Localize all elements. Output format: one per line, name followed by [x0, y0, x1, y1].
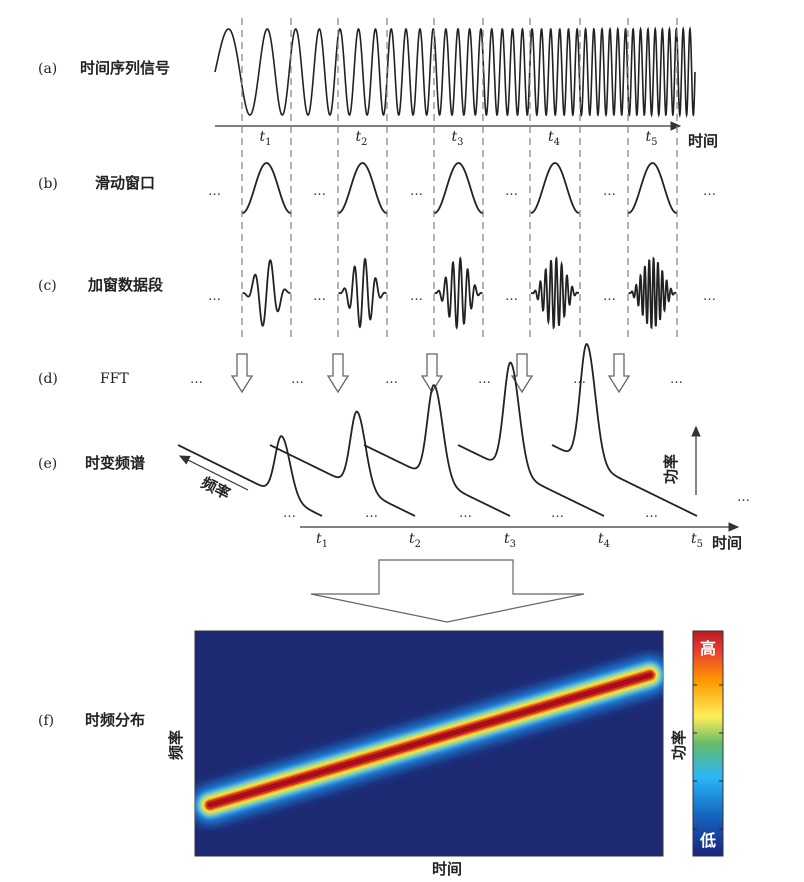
row-f-tag: (f)	[38, 713, 54, 729]
ellipsis-2: …	[313, 184, 326, 199]
frequency-axis-e-label: 频率	[198, 474, 233, 504]
time-mark-e-5: t5	[691, 531, 703, 550]
row-a-tag: (a)	[38, 61, 57, 77]
time-axis-a-label: 时间	[688, 132, 718, 150]
row-a-label: 时间序列信号	[80, 59, 170, 77]
fft-arrow-5	[607, 353, 631, 394]
ellipsis-22: …	[551, 506, 564, 521]
ellipsis-21: …	[459, 506, 472, 521]
time-mark-e-4: t4	[598, 531, 610, 550]
transform-arrow	[310, 559, 585, 623]
window-boundaries	[241, 18, 678, 342]
time-mark-a-5: t5	[646, 129, 658, 148]
segment-5	[628, 256, 677, 330]
time-mark-a-3: t3	[452, 129, 464, 148]
segment-2	[338, 257, 387, 329]
ellipsis-15: …	[385, 372, 398, 387]
window-5	[628, 162, 677, 214]
spectrum-2	[269, 410, 416, 517]
row-d-tag: (d)	[38, 371, 58, 387]
ellipsis-4: …	[505, 184, 518, 199]
time-mark-e-2: t2	[409, 531, 421, 550]
time-varying-spectra	[177, 342, 698, 517]
ellipsis-11: …	[603, 289, 616, 304]
power-axis-label: 功率	[662, 454, 680, 484]
row-c-tag: (c)	[38, 278, 57, 294]
spectrum-5	[551, 342, 698, 517]
time-frequency-map	[194, 630, 664, 857]
ellipsis-3: …	[410, 184, 423, 199]
window-1	[242, 162, 291, 214]
row-f-label: 时频分布	[85, 711, 145, 729]
ellipsis-8: …	[313, 289, 326, 304]
row-e-tag: (e)	[38, 456, 57, 472]
row-c-label: 加窗数据段	[87, 276, 163, 294]
frequency-axis-e	[178, 455, 249, 491]
row-e-label: 时变频谱	[85, 454, 145, 472]
fft-arrow-2	[326, 353, 350, 394]
ellipsis-19: …	[283, 506, 296, 521]
fft-arrows	[230, 353, 631, 394]
ellipsis-7: …	[208, 289, 221, 304]
time-mark-a-2: t2	[356, 129, 368, 148]
ellipsis-12: …	[703, 289, 716, 304]
colorbar-low-label: 低	[699, 831, 716, 850]
ellipsis-23: …	[645, 506, 658, 521]
segment-1	[242, 259, 291, 327]
ellipsis-5: …	[603, 184, 616, 199]
ellipsis-14: …	[291, 372, 304, 387]
chirp-signal	[214, 25, 696, 119]
colorbar-title: 功率	[670, 730, 688, 760]
colorbar-high-label: 高	[700, 639, 716, 658]
segment-3	[434, 256, 483, 330]
row-b-tag: (b)	[38, 176, 58, 192]
segment-4	[531, 256, 579, 330]
window-4	[530, 162, 580, 214]
ellipsis-16: …	[478, 372, 491, 387]
window-3	[434, 162, 483, 214]
time-marks-a: t1 t2 t3 t4 t5	[260, 129, 658, 148]
ellipsis-6: …	[703, 184, 716, 199]
ellipsis-24: …	[737, 490, 750, 505]
map-x-label: 时间	[432, 860, 462, 878]
ellipsis-13: …	[190, 372, 203, 387]
fft-arrow-1	[230, 353, 254, 394]
time-axis-e-label: 时间	[712, 534, 742, 552]
ellipsis-20: …	[365, 506, 378, 521]
time-mark-a-4: t4	[548, 129, 560, 148]
time-mark-e-1: t1	[316, 531, 328, 550]
row-b-label: 滑动窗口	[95, 174, 155, 192]
fft-arrow-3	[420, 353, 444, 394]
sliding-windows	[242, 162, 677, 214]
colorbar	[692, 630, 724, 857]
spectrum-4	[457, 361, 605, 517]
ellipsis-18: …	[670, 372, 683, 387]
time-mark-e-3: t3	[504, 531, 516, 550]
ellipsis-1: …	[208, 184, 221, 199]
windowed-segments	[242, 256, 677, 330]
ellipsis-marks: … … … … … … … … … … … … … … … … … … … … … … … …	[190, 184, 750, 521]
ellipsis-17: …	[573, 372, 586, 387]
window-2	[338, 162, 387, 214]
ellipsis-9: …	[410, 289, 423, 304]
spectrum-1	[177, 435, 323, 517]
time-marks-e: t1 t2 t3 t4 t5	[316, 531, 703, 550]
spectrum-3	[363, 384, 511, 517]
fft-arrow-4	[510, 353, 534, 394]
map-y-label: 频率	[167, 730, 185, 760]
row-d-label: FFT	[100, 371, 129, 387]
time-mark-a-1: t1	[260, 129, 272, 148]
ellipsis-10: …	[505, 289, 518, 304]
